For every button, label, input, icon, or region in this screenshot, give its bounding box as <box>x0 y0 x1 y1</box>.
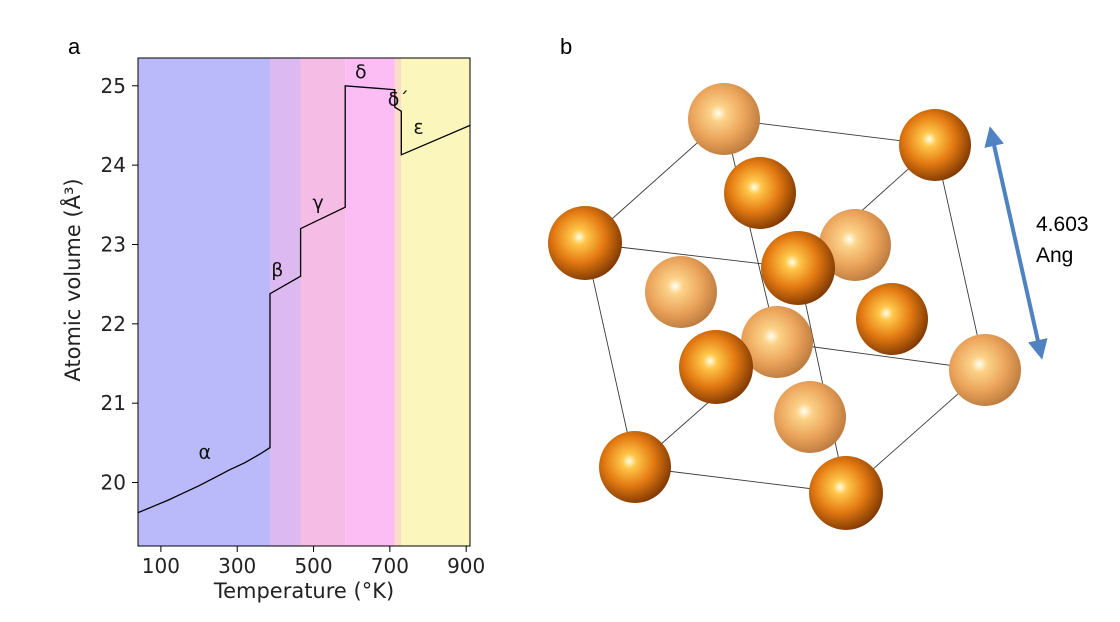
phase-label-4: δ´ <box>388 89 409 111</box>
atoms <box>548 83 1021 530</box>
atom-12 <box>599 431 671 503</box>
x-axis-label: Temperature (°K) <box>213 579 394 603</box>
atom-13 <box>809 456 883 530</box>
x-tick-label-3: 700 <box>371 554 409 578</box>
phase-region-3 <box>345 58 395 546</box>
phase-region-0 <box>138 58 271 546</box>
y-tick-label-4: 24 <box>101 153 126 177</box>
atom-6 <box>724 157 796 229</box>
lattice-constant-arrow <box>984 126 1048 360</box>
atom-0 <box>688 83 760 155</box>
x-tick-label-2: 500 <box>294 554 332 578</box>
phase-label-1: β <box>271 259 283 281</box>
atom-1 <box>819 209 891 281</box>
atom-10 <box>856 283 928 355</box>
x-tick-label-1: 300 <box>218 554 256 578</box>
atom-11 <box>679 330 753 404</box>
atom-2 <box>645 256 717 328</box>
lattice-constant-unit: Ang <box>1036 244 1073 267</box>
atom-9 <box>761 231 835 305</box>
y-tick-label-0: 20 <box>101 471 126 495</box>
atom-8 <box>548 206 622 280</box>
phase-region-5 <box>401 58 470 546</box>
phase-label-3: δ <box>355 61 367 83</box>
y-tick-label-3: 23 <box>101 232 126 256</box>
panel-b-letter: b <box>560 34 572 59</box>
cell-edge-8 <box>584 242 636 468</box>
x-tick-label-0: 100 <box>142 554 180 578</box>
phase-region-2 <box>300 58 346 546</box>
atom-5 <box>949 334 1021 406</box>
atom-3 <box>741 306 813 378</box>
phase-label-5: ε <box>413 116 423 138</box>
atomic-volume-line <box>137 85 471 514</box>
phase-label-2: γ <box>312 192 323 214</box>
cell-edge-10 <box>934 144 986 371</box>
cell-edge-9 <box>723 118 778 343</box>
y-tick-label-5: 25 <box>101 74 126 98</box>
phase-label-0: α <box>199 442 212 464</box>
y-tick-label-1: 21 <box>101 391 126 415</box>
y-axis-label: Atomic volume (Å³) <box>59 178 85 381</box>
y-tick-label-2: 22 <box>101 312 126 336</box>
plot-frame <box>137 57 471 547</box>
lattice-constant-value: 4.603 <box>1036 213 1089 236</box>
panel-a-letter: a <box>68 34 81 59</box>
atom-7 <box>899 109 971 181</box>
crystal-structure-diagram <box>548 83 1021 530</box>
x-tick-label-4: 900 <box>447 554 485 578</box>
cell-edge-11 <box>797 267 847 494</box>
phase-region-1 <box>270 58 301 546</box>
atom-4 <box>774 381 846 453</box>
atomic-volume-chart: α β γ δ δ´ε 100 300 500 700 900 20 21 22 23 24 25 Temper… <box>59 57 485 603</box>
phase-region-4 <box>394 58 402 546</box>
